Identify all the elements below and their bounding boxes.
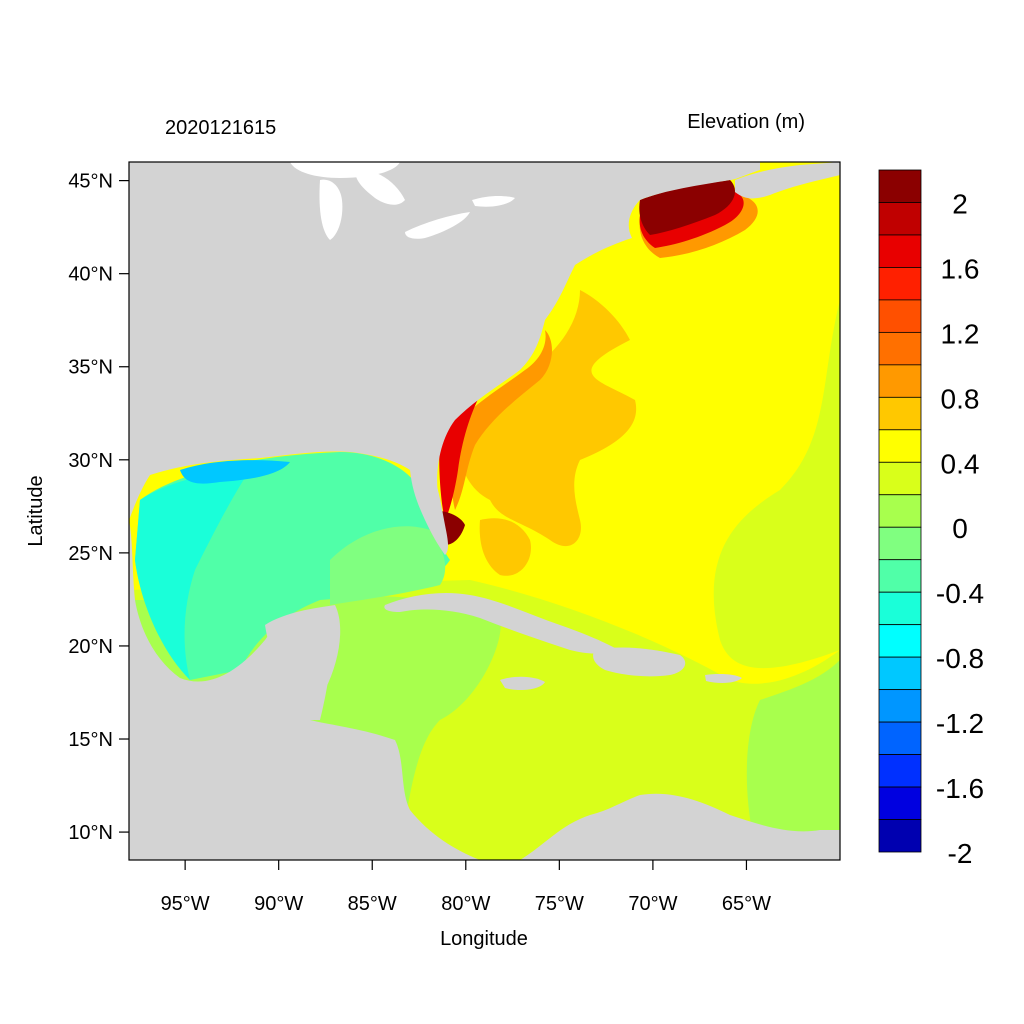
y-tick-label: 35°N: [68, 357, 113, 379]
colorbar-tick-label: -2: [948, 838, 973, 869]
x-tick-label: 95°W: [161, 893, 210, 915]
north-america-land: [129, 162, 760, 520]
map-plot-area: [129, 162, 840, 860]
variable-title: Elevation (m): [687, 111, 805, 133]
colorbar-tick-label: -0.4: [936, 578, 984, 609]
colorbar-bin: [878, 429, 922, 463]
colorbar-bin: [878, 559, 922, 593]
colorbar-bin: [878, 299, 922, 333]
bahamas-orange-region: [479, 518, 531, 576]
y-tick-label: 45°N: [68, 171, 113, 193]
colorbar-bin: [878, 656, 922, 691]
x-tick-label: 70°W: [628, 893, 677, 915]
colorbar: [878, 169, 922, 853]
y-tick-label: 20°N: [68, 636, 113, 658]
jamaica-island: [500, 676, 545, 690]
gulf-of-maine-core: [639, 180, 735, 235]
colorbar-bin: [878, 689, 922, 723]
x-axis-ticks: 95°W 90°W 85°W 80°W 75°W 70°W 65°W: [161, 860, 771, 915]
colorbar-bin: [878, 624, 922, 658]
y-tick-label: 10°N: [68, 822, 113, 844]
colorbar-tick-label: -1.2: [936, 708, 984, 739]
colorbar-tick-label: -1.6: [936, 773, 984, 804]
great-lakes: [290, 162, 515, 240]
y-tick-label: 40°N: [68, 264, 113, 286]
colorbar-tick-label: 0.8: [941, 383, 980, 414]
x-tick-label: 90°W: [254, 893, 303, 915]
lake-huron: [355, 169, 405, 205]
colorbar-tick-label: 0.4: [941, 448, 980, 479]
x-tick-label: 75°W: [535, 893, 584, 915]
carolinas-coast-orange: [450, 330, 552, 510]
colorbar-bin: [878, 494, 922, 528]
colorbar-bin: [878, 331, 922, 366]
colorbar-tick-label: 1.2: [941, 318, 980, 349]
y-axis-label: Latitude: [25, 475, 47, 546]
colorbar-bin: [878, 819, 922, 853]
puerto-rico-island: [705, 674, 742, 683]
southeast-caribbean-green-region: [746, 660, 840, 860]
hispaniola-island: [593, 647, 686, 677]
y-axis-ticks: 45°N 40°N 35°N 30°N 25°N 20°N 15°N 10°N: [68, 171, 129, 844]
south-america-land: [520, 793, 840, 860]
colorbar-bin: [878, 396, 922, 431]
colorbar-tick-label: 0: [952, 513, 968, 544]
yucatan-shelf-green: [330, 526, 446, 605]
eastern-atlantic-lime-band: [713, 300, 840, 669]
colorbar-tick-label: 1.6: [941, 253, 980, 284]
colorbar-bin: [878, 591, 922, 626]
colorbar-bin: [878, 169, 922, 203]
x-tick-label: 65°W: [722, 893, 771, 915]
florida-peninsula: [410, 469, 449, 555]
colorbar-tick-label: -0.8: [936, 643, 984, 674]
colorbar-labels: 2 1.6 1.2 0.8 0.4 0 -0.4 -0.8 -1.2 -1.6 -2: [936, 188, 984, 869]
y-tick-label: 30°N: [68, 450, 113, 472]
plot-frame: [128, 161, 841, 861]
colorbar-bin: [878, 754, 922, 788]
y-tick-label: 25°N: [68, 543, 113, 565]
colorbar-tick-label: 2: [952, 188, 968, 219]
gulf-of-mexico-western-shelf: [135, 470, 250, 680]
x-tick-label: 80°W: [441, 893, 490, 915]
yucatan-peninsula: [265, 605, 341, 696]
colorbar-bin: [878, 234, 922, 268]
lake-michigan: [319, 179, 343, 240]
timestamp-label: 2020121615: [165, 117, 276, 139]
colorbar-bin: [878, 461, 922, 496]
nova-scotia-land: [735, 162, 840, 199]
colorbar-bin: [878, 202, 922, 236]
land-masses: [129, 162, 840, 860]
louisiana-coast-blue: [180, 460, 290, 484]
colorbar-bin: [878, 364, 922, 398]
colorbar-bin: [878, 721, 922, 755]
lake-erie: [405, 212, 470, 239]
x-axis-label: Longitude: [440, 928, 528, 950]
colorbar-bin: [878, 786, 922, 820]
y-tick-label: 15°N: [68, 729, 113, 751]
atlantic-shelf-orange-region: [455, 290, 637, 547]
colorbar-bin: [878, 526, 922, 561]
cuba-island: [384, 593, 615, 654]
colorbar-bin: [878, 267, 922, 301]
x-tick-label: 85°W: [348, 893, 397, 915]
central-america-land: [129, 720, 480, 860]
lake-ontario: [472, 195, 515, 207]
